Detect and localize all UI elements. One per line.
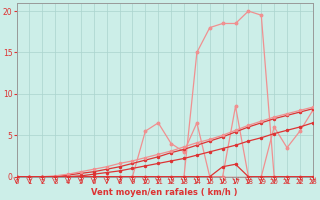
X-axis label: Vent moyen/en rafales ( km/h ): Vent moyen/en rafales ( km/h ) bbox=[92, 188, 238, 197]
